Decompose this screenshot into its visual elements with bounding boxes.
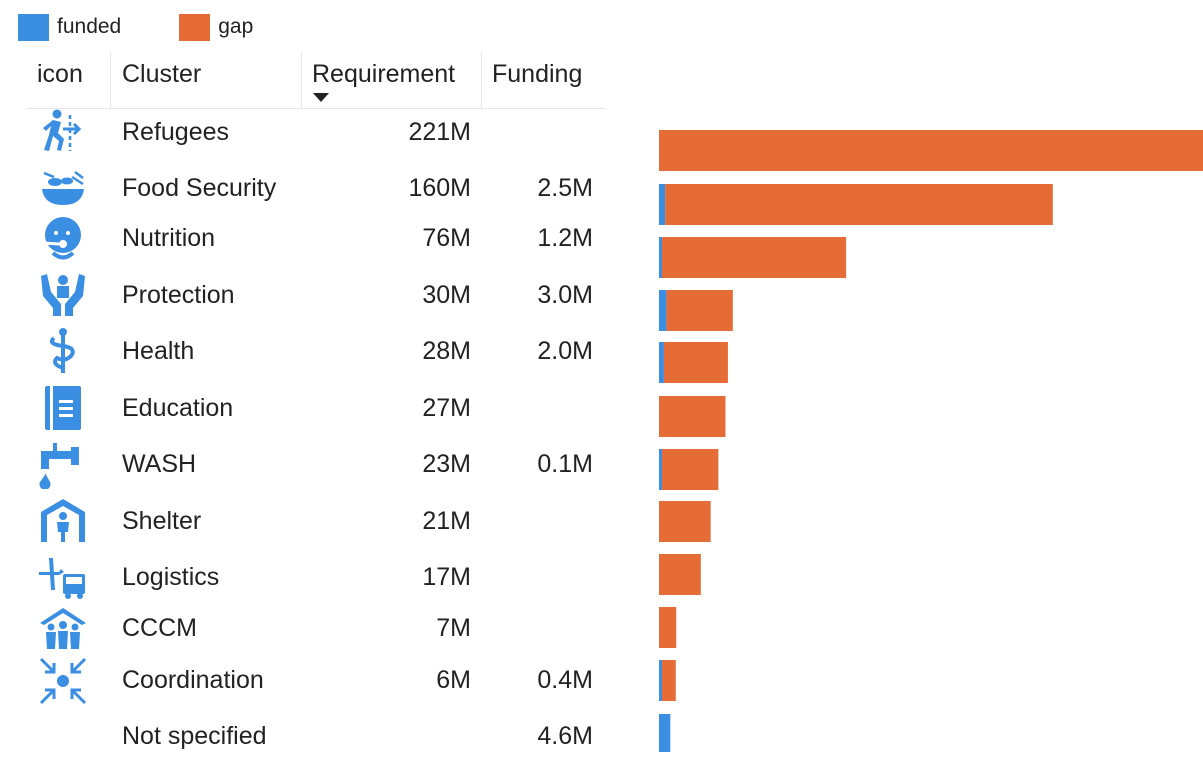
bar-gap — [662, 449, 719, 490]
funding-value — [497, 553, 593, 601]
cluster-name: Education — [122, 394, 234, 422]
cccm-icon — [35, 604, 91, 652]
table-row[interactable]: Coordination 6M 0.4M — [27, 656, 605, 705]
cluster-name: Logistics — [122, 563, 220, 591]
legend-swatch-gap — [179, 13, 211, 41]
table-row[interactable]: Food Security 160M 2.5M — [27, 164, 605, 212]
bar-funded — [659, 184, 666, 225]
legend: funded gap — [18, 12, 311, 42]
bar-gap — [663, 342, 728, 383]
cluster-name: CCCM — [122, 614, 197, 642]
requirement-value: 17M — [422, 563, 471, 591]
funding-value: 1.2M — [537, 224, 593, 252]
bar-funded — [659, 660, 662, 701]
shelter-icon — [35, 497, 91, 545]
coordination-icon — [35, 656, 91, 705]
cluster-name: Health — [122, 337, 195, 365]
funding-value — [497, 497, 593, 545]
cluster-name: Refugees — [122, 118, 230, 146]
cluster-name: Food Security — [122, 174, 277, 202]
header-funding[interactable]: Funding — [492, 60, 583, 88]
food-security-icon — [35, 164, 91, 212]
column-divider[interactable] — [110, 52, 111, 108]
table-row[interactable]: Health 28M 2.0M — [27, 327, 605, 375]
bar-gap — [666, 290, 733, 331]
cluster-name: Protection — [122, 281, 235, 309]
cluster-name: WASH — [122, 450, 197, 478]
funding-value: 4.6M — [537, 722, 593, 750]
requirement-value: 76M — [422, 224, 471, 252]
header-icon[interactable]: icon — [37, 60, 83, 88]
legend-item-gap: gap — [179, 13, 254, 41]
cluster-name: Shelter — [122, 507, 202, 535]
bar-funded — [659, 342, 664, 383]
table-row[interactable]: Education 27M — [27, 384, 605, 432]
protection-icon — [35, 271, 91, 319]
funding-value: 2.0M — [537, 337, 593, 365]
table-row[interactable]: CCCM 7M — [27, 604, 605, 652]
legend-swatch-funded — [18, 13, 49, 41]
requirement-value: 7M — [436, 614, 471, 642]
funding-table: icon Cluster Requirement Funding Refugee… — [27, 52, 605, 750]
header-requirement[interactable]: Requirement — [312, 60, 456, 88]
wash-icon — [35, 440, 91, 489]
requirement-value: 160M — [408, 174, 471, 202]
table-row[interactable]: Logistics 17M — [27, 553, 605, 601]
bar-funded — [659, 714, 671, 752]
bar-gap — [659, 501, 711, 542]
requirement-value: 30M — [422, 281, 471, 309]
requirement-value: 221M — [408, 118, 471, 146]
nutrition-icon — [35, 214, 91, 262]
requirement-value: 28M — [422, 337, 471, 365]
cluster-name: Not specified — [122, 722, 267, 750]
bar-gap — [659, 607, 677, 648]
funding-value: 3.0M — [537, 281, 593, 309]
requirement-value — [327, 712, 471, 760]
requirement-value: 23M — [422, 450, 471, 478]
logistics-icon — [35, 553, 91, 601]
bar-gap — [659, 130, 1203, 171]
funding-value: 2.5M — [537, 174, 593, 202]
legend-label-gap: gap — [218, 15, 254, 38]
education-icon — [35, 384, 91, 432]
requirement-value: 27M — [422, 394, 471, 422]
funding-value — [497, 604, 593, 652]
bar-funded — [659, 449, 662, 490]
funding-value — [497, 384, 593, 432]
table-row[interactable]: Protection 30M 3.0M — [27, 271, 605, 319]
column-divider[interactable] — [301, 52, 302, 108]
table-row[interactable]: Shelter 21M — [27, 497, 605, 545]
cluster-name: Nutrition — [122, 224, 216, 252]
funding-bar-chart — [659, 130, 1203, 752]
health-icon — [35, 327, 91, 375]
funding-value: 0.1M — [537, 450, 593, 478]
funding-value: 0.4M — [537, 666, 593, 694]
bar-gap — [662, 237, 847, 278]
column-divider[interactable] — [481, 52, 482, 108]
legend-item-funded: funded — [18, 13, 122, 41]
bar-gap — [665, 184, 1053, 225]
table-row[interactable]: Refugees 221M — [27, 108, 605, 156]
header-cluster[interactable]: Cluster — [122, 60, 202, 88]
bar-funded — [659, 237, 662, 278]
table-row[interactable]: WASH 23M 0.1M — [27, 440, 605, 489]
requirement-value: 6M — [436, 666, 471, 694]
table-header: icon Cluster Requirement Funding — [27, 52, 605, 109]
table-row[interactable]: Not specified 4.6M — [27, 712, 605, 760]
cluster-name: Coordination — [122, 666, 264, 694]
empty-icon-cell — [35, 712, 91, 760]
refugees-icon — [35, 108, 91, 156]
bar-funded — [659, 290, 667, 331]
bar-gap — [659, 554, 701, 595]
table-row[interactable]: Nutrition 76M 1.2M — [27, 214, 605, 262]
bar-gap — [659, 396, 726, 437]
requirement-value: 21M — [422, 507, 471, 535]
legend-label-funded: funded — [57, 15, 122, 38]
sort-descending-icon[interactable] — [313, 93, 329, 102]
funding-value — [497, 108, 593, 156]
bar-gap — [662, 660, 676, 701]
